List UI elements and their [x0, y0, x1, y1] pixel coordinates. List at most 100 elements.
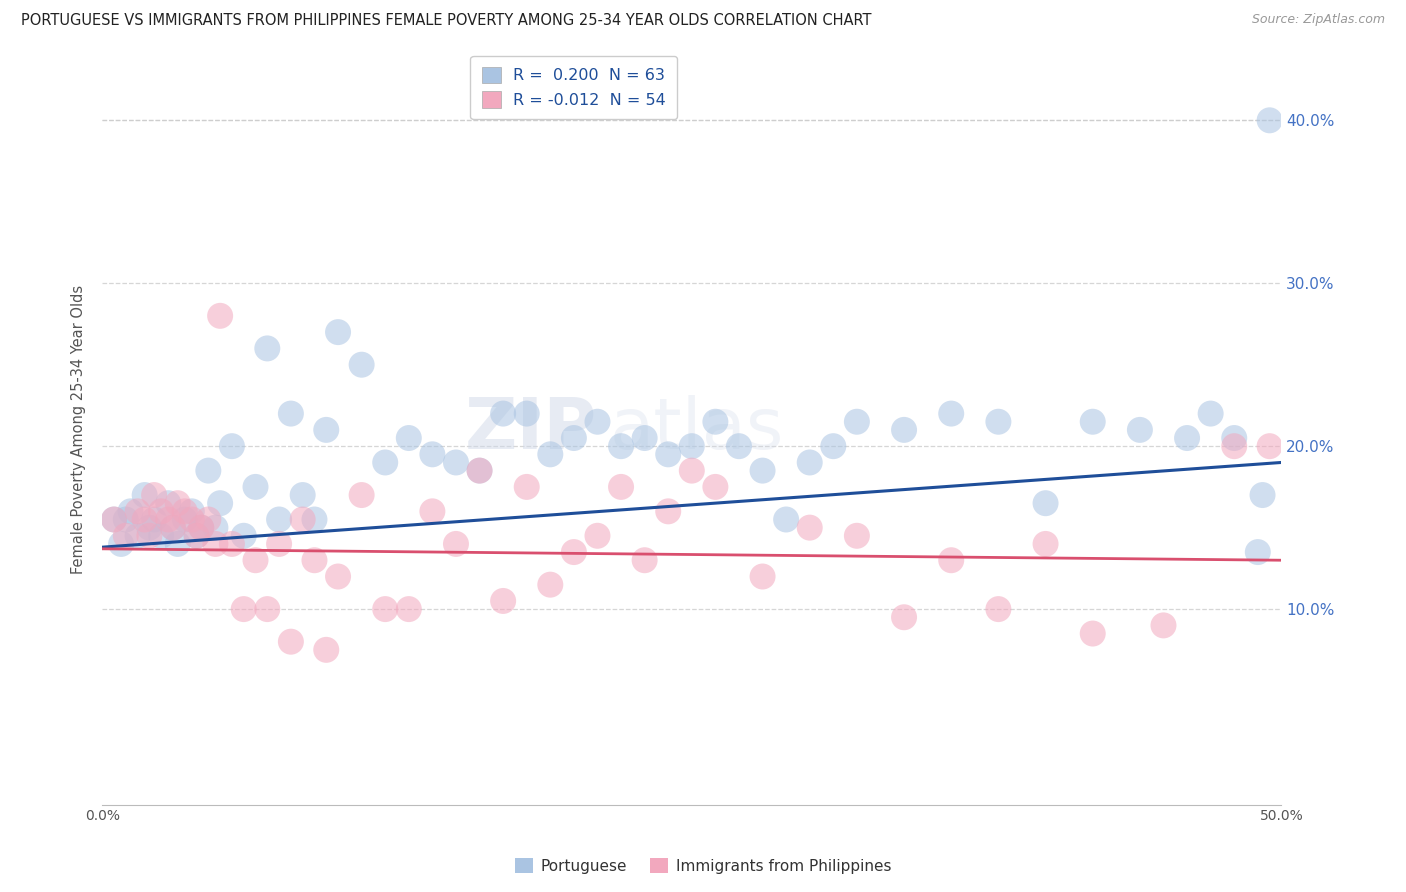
- Point: [221, 439, 243, 453]
- Point: [186, 529, 208, 543]
- Point: [468, 464, 491, 478]
- Point: [138, 521, 160, 535]
- Point: [1153, 618, 1175, 632]
- Point: [315, 643, 337, 657]
- Point: [468, 464, 491, 478]
- Point: [681, 464, 703, 478]
- Point: [633, 553, 655, 567]
- Point: [350, 488, 373, 502]
- Text: Source: ZipAtlas.com: Source: ZipAtlas.com: [1251, 13, 1385, 27]
- Point: [1129, 423, 1152, 437]
- Point: [444, 455, 467, 469]
- Point: [173, 504, 195, 518]
- Point: [162, 521, 184, 535]
- Point: [538, 577, 561, 591]
- Point: [180, 504, 202, 518]
- Point: [190, 521, 212, 535]
- Point: [245, 553, 267, 567]
- Point: [398, 602, 420, 616]
- Point: [374, 602, 396, 616]
- Point: [1223, 431, 1246, 445]
- Point: [845, 529, 868, 543]
- Point: [845, 415, 868, 429]
- Point: [180, 512, 202, 526]
- Point: [610, 480, 633, 494]
- Text: ZIP: ZIP: [465, 395, 598, 465]
- Point: [134, 512, 156, 526]
- Point: [823, 439, 845, 453]
- Point: [633, 431, 655, 445]
- Point: [114, 529, 136, 543]
- Point: [157, 496, 180, 510]
- Point: [245, 480, 267, 494]
- Point: [681, 439, 703, 453]
- Point: [326, 325, 349, 339]
- Point: [751, 464, 773, 478]
- Point: [291, 488, 314, 502]
- Point: [444, 537, 467, 551]
- Point: [304, 512, 326, 526]
- Legend: R =  0.200  N = 63, R = -0.012  N = 54: R = 0.200 N = 63, R = -0.012 N = 54: [471, 55, 678, 120]
- Point: [1251, 488, 1274, 502]
- Point: [267, 512, 290, 526]
- Point: [280, 634, 302, 648]
- Point: [704, 480, 727, 494]
- Point: [987, 415, 1010, 429]
- Point: [103, 512, 125, 526]
- Point: [143, 512, 166, 526]
- Point: [256, 602, 278, 616]
- Point: [190, 521, 212, 535]
- Point: [138, 529, 160, 543]
- Point: [150, 504, 173, 518]
- Point: [1081, 415, 1104, 429]
- Point: [398, 431, 420, 445]
- Point: [134, 488, 156, 502]
- Point: [538, 447, 561, 461]
- Point: [256, 342, 278, 356]
- Point: [422, 504, 444, 518]
- Point: [657, 447, 679, 461]
- Point: [1035, 537, 1057, 551]
- Point: [232, 529, 254, 543]
- Point: [562, 431, 585, 445]
- Point: [186, 529, 208, 543]
- Point: [1035, 496, 1057, 510]
- Point: [350, 358, 373, 372]
- Point: [197, 464, 219, 478]
- Point: [127, 529, 149, 543]
- Point: [1258, 113, 1281, 128]
- Point: [893, 610, 915, 624]
- Point: [110, 537, 132, 551]
- Point: [799, 455, 821, 469]
- Point: [492, 407, 515, 421]
- Point: [114, 512, 136, 526]
- Point: [586, 529, 609, 543]
- Point: [941, 407, 963, 421]
- Point: [209, 496, 232, 510]
- Point: [173, 512, 195, 526]
- Text: PORTUGUESE VS IMMIGRANTS FROM PHILIPPINES FEMALE POVERTY AMONG 25-34 YEAR OLDS C: PORTUGUESE VS IMMIGRANTS FROM PHILIPPINE…: [21, 13, 872, 29]
- Point: [1223, 439, 1246, 453]
- Point: [221, 537, 243, 551]
- Point: [1081, 626, 1104, 640]
- Point: [516, 480, 538, 494]
- Point: [987, 602, 1010, 616]
- Point: [1199, 407, 1222, 421]
- Point: [162, 521, 184, 535]
- Text: atlas: atlas: [609, 395, 783, 465]
- Legend: Portuguese, Immigrants from Philippines: Portuguese, Immigrants from Philippines: [509, 852, 897, 880]
- Point: [728, 439, 751, 453]
- Point: [204, 537, 226, 551]
- Point: [1175, 431, 1198, 445]
- Point: [204, 521, 226, 535]
- Point: [799, 521, 821, 535]
- Point: [326, 569, 349, 583]
- Point: [422, 447, 444, 461]
- Point: [280, 407, 302, 421]
- Point: [516, 407, 538, 421]
- Point: [232, 602, 254, 616]
- Point: [1258, 439, 1281, 453]
- Point: [562, 545, 585, 559]
- Point: [610, 439, 633, 453]
- Point: [166, 496, 188, 510]
